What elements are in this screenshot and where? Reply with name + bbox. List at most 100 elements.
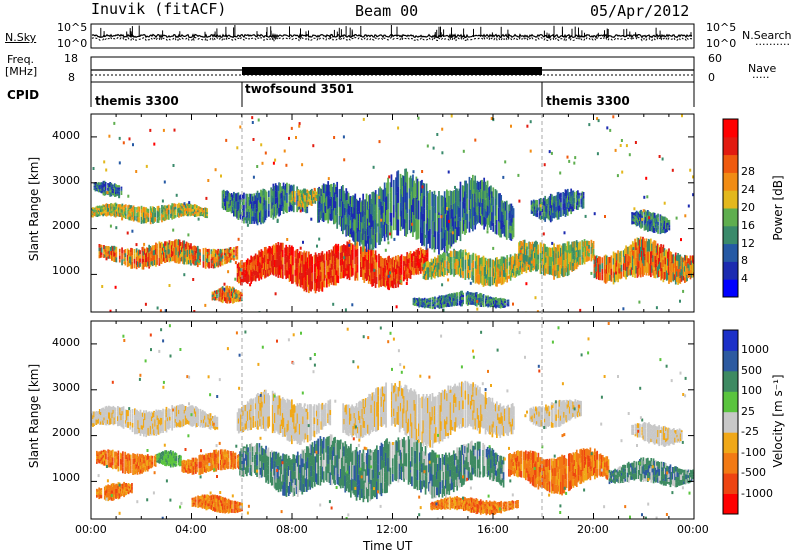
- scatter-cell: [378, 140, 381, 144]
- range-cell: [388, 283, 390, 291]
- range-cell: [379, 198, 382, 210]
- range-cell: [103, 183, 106, 187]
- range-cell: [270, 248, 273, 255]
- range-cell: [301, 189, 304, 196]
- range-cell: [314, 262, 317, 273]
- range-cell: [118, 191, 121, 194]
- range-cell: [161, 218, 163, 223]
- range-cell: [418, 254, 421, 259]
- range-cell: [415, 176, 418, 198]
- range-cell: [195, 210, 197, 214]
- range-cell: [105, 410, 108, 416]
- range-cell: [314, 196, 317, 201]
- range-cell: [564, 196, 567, 204]
- range-cell: [428, 302, 431, 305]
- range-cell: [239, 270, 241, 275]
- range-cell: [414, 183, 417, 196]
- range-cell: [673, 274, 676, 281]
- range-cell: [312, 201, 314, 204]
- range-cell: [386, 280, 388, 286]
- range-cell: [570, 188, 573, 194]
- range-cell: [126, 465, 129, 470]
- range-cell: [420, 301, 423, 305]
- range-cell: [166, 248, 169, 256]
- range-cell: [93, 420, 96, 424]
- range-cell: [188, 211, 190, 216]
- range-cell: [638, 267, 641, 275]
- range-cell: [507, 301, 510, 305]
- range-cell: [271, 208, 274, 216]
- range-cell: [499, 303, 502, 306]
- range-cell: [302, 252, 305, 265]
- range-cell: [187, 260, 190, 265]
- range-cell: [210, 254, 213, 259]
- range-cell: [492, 214, 495, 223]
- range-cell: [416, 178, 419, 199]
- range-cell: [132, 464, 134, 470]
- range-cell: [196, 210, 198, 214]
- range-cell: [151, 250, 154, 256]
- range-cell: [537, 259, 540, 265]
- range-cell: [570, 261, 572, 271]
- range-cell: [270, 210, 273, 218]
- scatter-cell: [343, 158, 346, 162]
- range-cell: [462, 264, 464, 272]
- range-cell: [308, 259, 310, 269]
- range-cell: [287, 255, 290, 263]
- range-cell: [631, 219, 633, 222]
- range-cell: [271, 202, 274, 209]
- range-cell: [156, 429, 159, 435]
- range-cell: [514, 265, 516, 272]
- range-cell: [425, 196, 428, 211]
- scatter-cell: [304, 189, 307, 193]
- range-cell: [280, 192, 283, 199]
- range-cell: [202, 212, 205, 215]
- range-cell: [280, 198, 283, 205]
- range-cell: [666, 218, 668, 223]
- range-cell: [458, 198, 461, 208]
- range-cell: [212, 418, 214, 421]
- range-cell: [97, 458, 99, 461]
- range-cell: [474, 301, 477, 306]
- range-cell: [568, 203, 570, 208]
- range-cell: [444, 197, 447, 214]
- range-cell: [491, 198, 493, 206]
- scatter-cell: [615, 271, 617, 275]
- range-cell: [151, 245, 154, 251]
- range-cell: [575, 251, 578, 258]
- range-cell: [516, 261, 519, 268]
- range-cell: [299, 189, 302, 194]
- range-cell: [109, 454, 112, 459]
- range-cell: [113, 256, 115, 262]
- range-cell: [633, 215, 636, 218]
- range-cell: [112, 246, 114, 252]
- range-cell: [94, 185, 97, 188]
- range-cell: [220, 261, 223, 266]
- range-cell: [657, 270, 660, 277]
- range-cell: [374, 259, 377, 270]
- range-cell: [146, 215, 149, 219]
- range-cell: [559, 199, 561, 206]
- range-cell: [519, 265, 522, 269]
- range-cell: [211, 260, 214, 264]
- range-cell: [679, 277, 682, 284]
- range-cell: [633, 217, 636, 220]
- range-cell: [521, 249, 524, 253]
- range-cell: [138, 249, 140, 256]
- scatter-cell: [187, 233, 190, 237]
- range-cell: [463, 186, 465, 198]
- range-cell: [197, 208, 200, 211]
- range-cell: [141, 252, 144, 259]
- range-cell: [473, 295, 476, 299]
- range-cell: [454, 297, 457, 302]
- range-cell: [366, 249, 369, 260]
- scatter-cell: [645, 176, 648, 180]
- scatter-cell: [411, 222, 414, 226]
- range-cell: [433, 306, 435, 309]
- range-cell: [470, 297, 473, 300]
- range-cell: [147, 411, 150, 420]
- scatter-cell: [450, 114, 453, 118]
- range-cell: [311, 194, 313, 201]
- range-cell: [164, 211, 167, 215]
- range-cell: [357, 201, 360, 212]
